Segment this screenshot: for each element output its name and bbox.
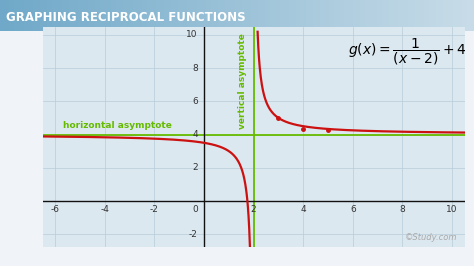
Text: 6: 6 — [350, 205, 356, 214]
Text: $g(x) = \dfrac{1}{(x - 2)} + 4$: $g(x) = \dfrac{1}{(x - 2)} + 4$ — [348, 36, 466, 67]
Text: 10: 10 — [186, 30, 198, 39]
Text: 10: 10 — [447, 205, 458, 214]
Text: -2: -2 — [189, 230, 198, 239]
Text: 8: 8 — [192, 64, 198, 73]
Text: ©Study.com: ©Study.com — [405, 233, 457, 242]
Text: 4: 4 — [192, 130, 198, 139]
Text: 2: 2 — [192, 163, 198, 172]
Text: 6: 6 — [192, 97, 198, 106]
Text: GRAPHING RECIPROCAL FUNCTIONS: GRAPHING RECIPROCAL FUNCTIONS — [6, 11, 246, 24]
Text: -6: -6 — [51, 205, 60, 214]
Text: horizontal asymptote: horizontal asymptote — [63, 121, 172, 130]
Text: vertical asymptote: vertical asymptote — [238, 34, 247, 129]
Text: 0: 0 — [192, 205, 198, 214]
Text: 8: 8 — [400, 205, 405, 214]
Text: -4: -4 — [100, 205, 109, 214]
Text: 2: 2 — [251, 205, 256, 214]
Text: 4: 4 — [301, 205, 306, 214]
Text: -2: -2 — [150, 205, 159, 214]
